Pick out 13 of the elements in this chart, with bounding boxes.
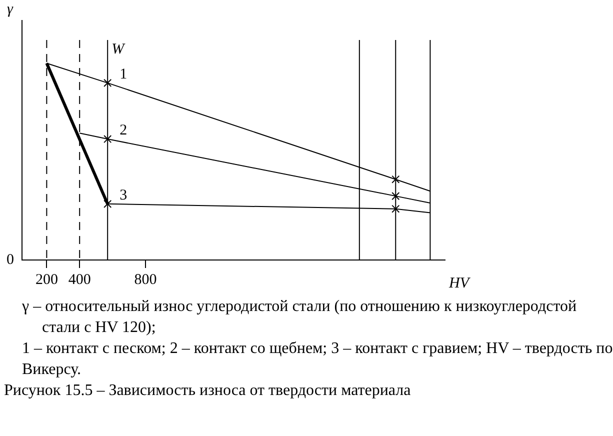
series-label: 3 <box>120 187 128 204</box>
text: Рисунок 15.5 – Зависимость износа от твердости материала <box>3 381 412 401</box>
x-tick-label: 400 <box>68 272 91 288</box>
x-tick-label: 800 <box>134 272 157 288</box>
x-tick-label: 200 <box>35 272 58 288</box>
text: 0 <box>6 252 14 268</box>
text: 1 – контакт с песком; 2 – контакт со щебнем; 3 – контакт с гравием; HV – твердость по Викерсу. <box>21 339 613 380</box>
x-axis-title: HV <box>448 275 471 292</box>
y-axis-title: γ <box>7 1 14 18</box>
text: γ – относительный износ углеродистой стали (по отношению к низкоуглеродстой стали с HV 120); <box>21 297 578 338</box>
series-label: 2 <box>120 122 128 138</box>
series-label: 1 <box>120 66 128 82</box>
ref-line-label: W <box>112 41 126 58</box>
